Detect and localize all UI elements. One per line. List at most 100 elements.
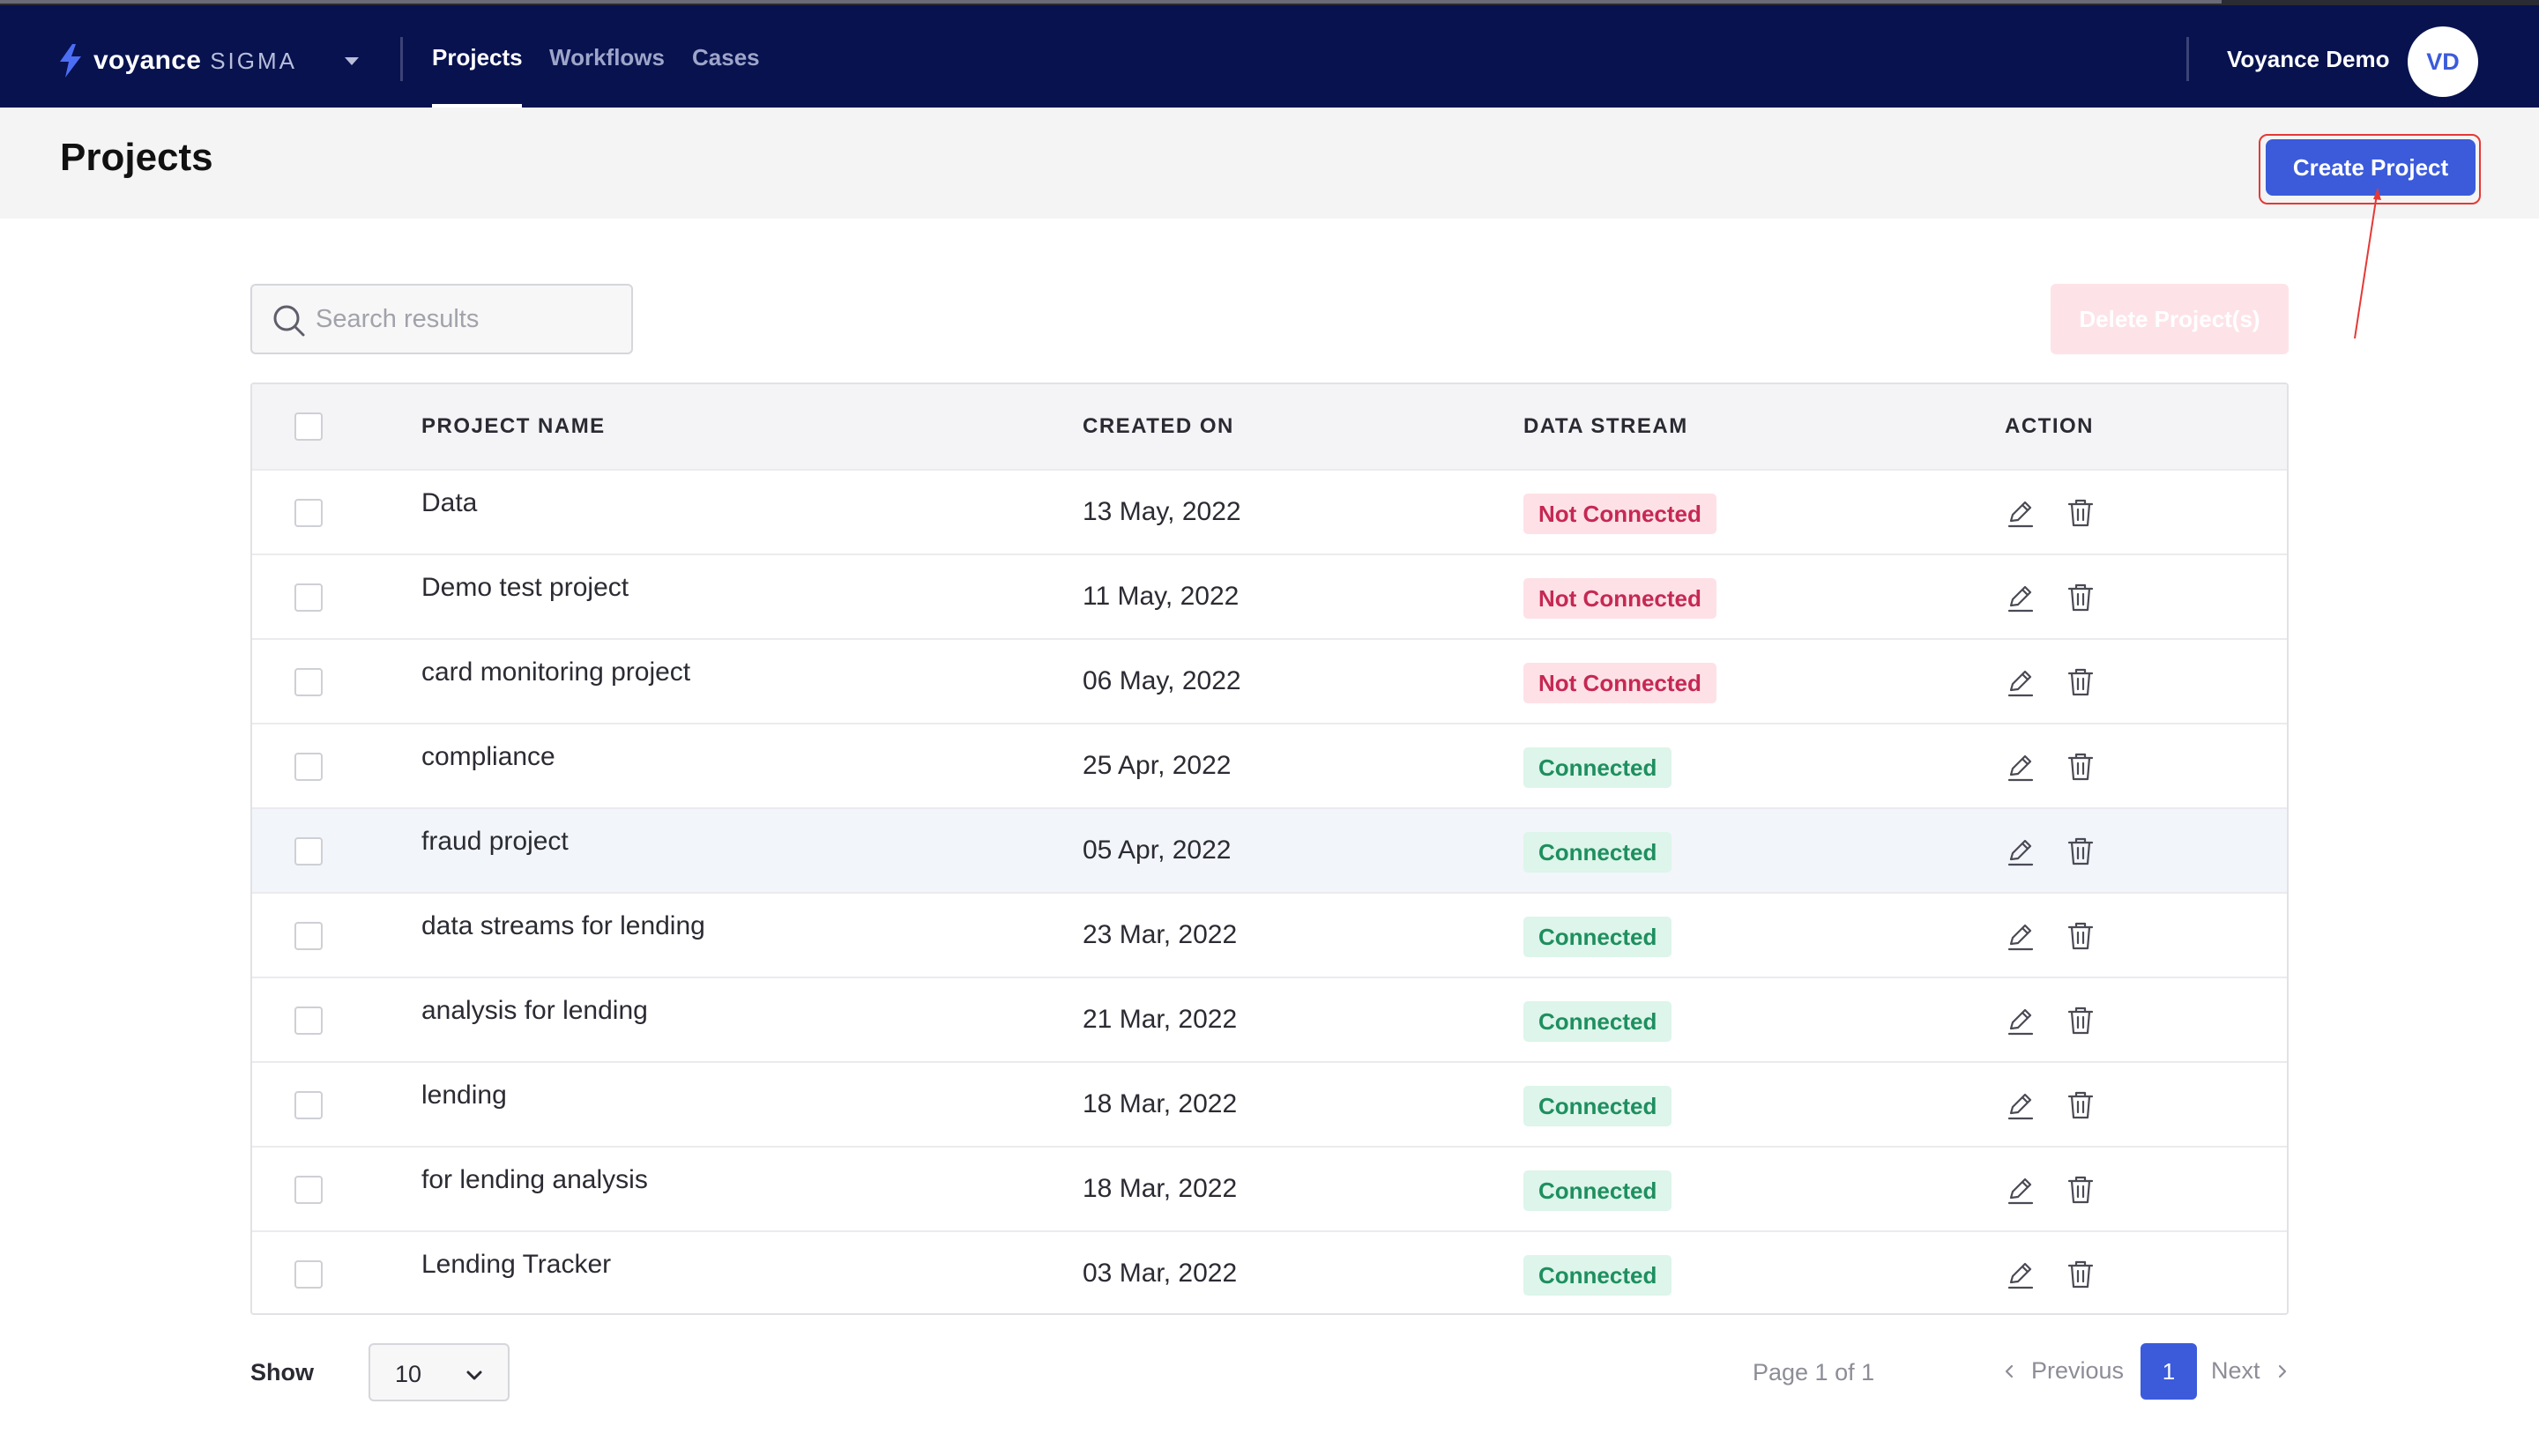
status-badge: Connected xyxy=(1523,747,1672,788)
project-name[interactable]: fraud project xyxy=(421,827,569,856)
column-header-created-on[interactable]: CREATED ON xyxy=(1083,414,1234,438)
select-all-checkbox[interactable] xyxy=(294,412,323,441)
edit-pencil-icon[interactable] xyxy=(2005,582,2036,613)
edit-pencil-icon[interactable] xyxy=(2005,497,2036,529)
tab-projects[interactable]: Projects xyxy=(432,44,523,71)
table-row[interactable]: fraud project 05 Apr, 2022 Connected xyxy=(252,807,2287,892)
row-checkbox[interactable] xyxy=(294,1260,323,1289)
previous-page-button[interactable]: Previous xyxy=(2001,1357,2124,1385)
page-size-value: 10 xyxy=(395,1361,422,1387)
trash-icon[interactable] xyxy=(2065,751,2096,783)
tab-cases[interactable]: Cases xyxy=(692,44,760,71)
row-checkbox[interactable] xyxy=(294,668,323,696)
trash-icon[interactable] xyxy=(2065,666,2096,698)
avatar[interactable]: VD xyxy=(2408,26,2478,97)
status-badge: Connected xyxy=(1523,832,1672,873)
column-header-data-stream[interactable]: DATA STREAM xyxy=(1523,414,1688,438)
project-name[interactable]: for lending analysis xyxy=(421,1165,648,1194)
project-name[interactable]: lending xyxy=(421,1081,507,1110)
nav-divider-right xyxy=(2186,37,2189,81)
trash-icon[interactable] xyxy=(2065,836,2096,867)
edit-pencil-icon[interactable] xyxy=(2005,1089,2036,1121)
search-input[interactable] xyxy=(316,286,615,353)
table-row[interactable]: for lending analysis 18 Mar, 2022 Connecte… xyxy=(252,1146,2287,1230)
trash-icon[interactable] xyxy=(2065,920,2096,952)
created-date: 03 Mar, 2022 xyxy=(1083,1259,1238,1288)
trash-icon[interactable] xyxy=(2065,497,2096,529)
status-badge: Not Connected xyxy=(1523,578,1716,619)
page-header: Projects Create Project xyxy=(0,108,2539,219)
trash-icon[interactable] xyxy=(2065,1259,2096,1290)
edit-pencil-icon[interactable] xyxy=(2005,836,2036,867)
show-label: Show xyxy=(250,1359,314,1385)
edit-pencil-icon[interactable] xyxy=(2005,1174,2036,1206)
project-name[interactable]: compliance xyxy=(421,742,555,771)
trash-icon[interactable] xyxy=(2065,1089,2096,1121)
row-checkbox[interactable] xyxy=(294,1176,323,1204)
edit-pencil-icon[interactable] xyxy=(2005,751,2036,783)
status-badge: Connected xyxy=(1523,1255,1672,1296)
column-header-project-name[interactable]: PROJECT NAME xyxy=(421,414,606,438)
page-title: Projects xyxy=(60,136,213,179)
edit-pencil-icon[interactable] xyxy=(2005,1005,2036,1036)
edit-pencil-icon[interactable] xyxy=(2005,1259,2036,1290)
chevron-down-icon[interactable] xyxy=(342,51,361,71)
status-badge: Connected xyxy=(1523,1086,1672,1126)
table-row[interactable]: Lending Tracker 03 Mar, 2022 Connected xyxy=(252,1230,2287,1313)
brand-name: voyance xyxy=(93,46,202,75)
project-name[interactable]: analysis for lending xyxy=(421,996,648,1025)
created-date: 06 May, 2022 xyxy=(1083,666,1241,695)
project-name[interactable]: Demo test project xyxy=(421,573,629,602)
table-row[interactable]: lending 18 Mar, 2022 Connected xyxy=(252,1061,2287,1146)
project-name[interactable]: Lending Tracker xyxy=(421,1250,612,1279)
row-checkbox[interactable] xyxy=(294,922,323,950)
table-row[interactable]: card monitoring project 06 May, 2022 Not C… xyxy=(252,638,2287,723)
brand-logo[interactable]: voyance SIGMA xyxy=(58,39,297,83)
created-date: 21 Mar, 2022 xyxy=(1083,1005,1238,1034)
row-checkbox[interactable] xyxy=(294,753,323,781)
tab-workflows[interactable]: Workflows xyxy=(549,44,665,71)
top-navbar: voyance SIGMA Projects Workflows Cases V… xyxy=(0,5,2539,108)
page-size-select[interactable]: 10 xyxy=(369,1343,510,1401)
table-header: PROJECT NAME CREATED ON DATA STREAM ACTI… xyxy=(252,384,2287,469)
created-date: 05 Apr, 2022 xyxy=(1083,836,1232,865)
created-date: 13 May, 2022 xyxy=(1083,497,1241,526)
page-number-button[interactable]: 1 xyxy=(2141,1343,2197,1400)
search-box[interactable] xyxy=(250,284,633,354)
chevron-right-icon xyxy=(2278,1364,2286,1378)
edit-pencil-icon[interactable] xyxy=(2005,666,2036,698)
next-page-button[interactable]: Next xyxy=(2211,1357,2290,1385)
active-tab-indicator xyxy=(432,104,522,108)
row-checkbox[interactable] xyxy=(294,1007,323,1035)
previous-label: Previous xyxy=(2031,1357,2125,1384)
project-name[interactable]: data streams for lending xyxy=(421,911,705,940)
delete-projects-button[interactable]: Delete Project(s) xyxy=(2051,284,2289,354)
row-checkbox[interactable] xyxy=(294,499,323,527)
row-checkbox[interactable] xyxy=(294,837,323,865)
row-checkbox[interactable] xyxy=(294,1091,323,1119)
trash-icon[interactable] xyxy=(2065,1174,2096,1206)
next-label: Next xyxy=(2211,1357,2260,1384)
project-name[interactable]: Data xyxy=(421,488,478,517)
create-project-button[interactable]: Create Project xyxy=(2266,139,2476,196)
edit-pencil-icon[interactable] xyxy=(2005,920,2036,952)
table-row[interactable]: compliance 25 Apr, 2022 Connected xyxy=(252,723,2287,807)
status-badge: Connected xyxy=(1523,917,1672,957)
trash-icon[interactable] xyxy=(2065,582,2096,613)
project-name[interactable]: card monitoring project xyxy=(421,657,691,687)
created-date: 11 May, 2022 xyxy=(1083,582,1240,611)
brand-bolt-icon xyxy=(60,44,81,78)
table-row[interactable]: data streams for lending 23 Mar, 2022 Conn… xyxy=(252,892,2287,977)
table-row[interactable]: Data 13 May, 2022 Not Connected xyxy=(252,469,2287,553)
brand-sub: SIGMA xyxy=(210,47,297,74)
table-row[interactable]: Demo test project 11 May, 2022 Not Connect… xyxy=(252,553,2287,638)
created-date: 25 Apr, 2022 xyxy=(1083,751,1232,780)
status-badge: Connected xyxy=(1523,1001,1672,1042)
trash-icon[interactable] xyxy=(2065,1005,2096,1036)
table-row[interactable]: analysis for lending 21 Mar, 2022 Connecte… xyxy=(252,977,2287,1061)
chevron-left-icon xyxy=(2005,1364,2014,1378)
column-header-action: ACTION xyxy=(2005,414,2094,438)
row-checkbox[interactable] xyxy=(294,583,323,612)
page-info: Page 1 of 1 xyxy=(1753,1359,1875,1385)
user-name[interactable]: Voyance Demo xyxy=(2227,46,2390,72)
